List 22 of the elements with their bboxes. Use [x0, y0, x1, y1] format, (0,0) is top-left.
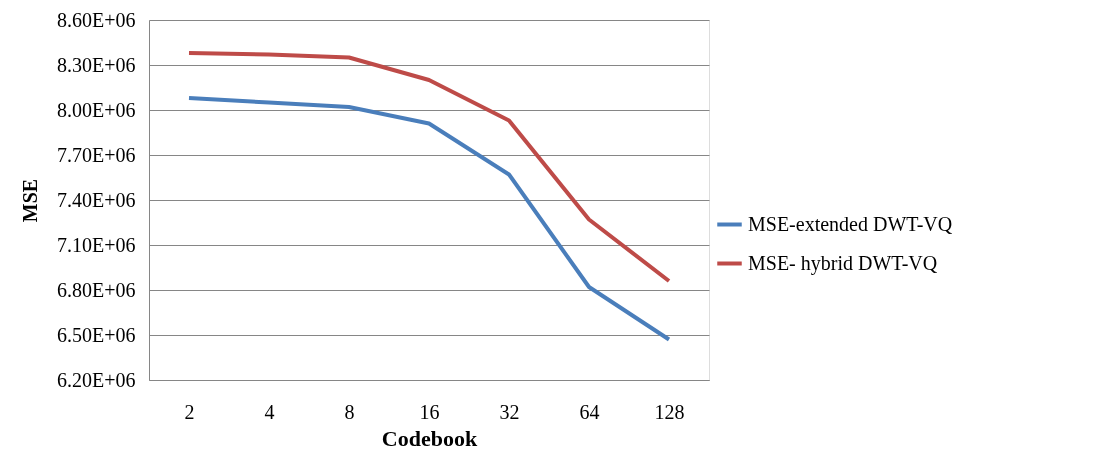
legend-label: MSE-extended DWT-VQ	[748, 212, 953, 235]
y-tick-label: 7.10E+06	[57, 233, 136, 256]
x-tick-label: 4	[264, 400, 275, 423]
y-tick-label: 6.20E+06	[57, 368, 136, 391]
x-tick-label: 16	[419, 400, 440, 423]
y-tick-label: 7.40E+06	[57, 188, 136, 211]
y-axis-title: MSE	[19, 178, 41, 223]
x-tick-label: 2	[184, 400, 195, 423]
y-tick-label: 7.70E+06	[57, 143, 136, 166]
y-tick-label: 6.50E+06	[57, 323, 136, 346]
y-tick-label: 8.00E+06	[57, 98, 136, 121]
legend-label: MSE- hybrid DWT-VQ	[748, 251, 938, 275]
x-tick-label: 32	[499, 400, 520, 423]
x-tick-label: 128	[654, 400, 685, 423]
line-series	[187, 51, 671, 283]
y-tick-label: 6.80E+06	[57, 278, 136, 301]
x-axis-title: Codebook	[381, 425, 478, 451]
x-tick-label: 8	[344, 400, 355, 423]
line-series	[187, 96, 671, 342]
x-tick-label: 64	[579, 400, 600, 423]
y-tick-label: 8.60E+06	[57, 8, 136, 31]
y-tick-label: 8.30E+06	[57, 53, 136, 76]
